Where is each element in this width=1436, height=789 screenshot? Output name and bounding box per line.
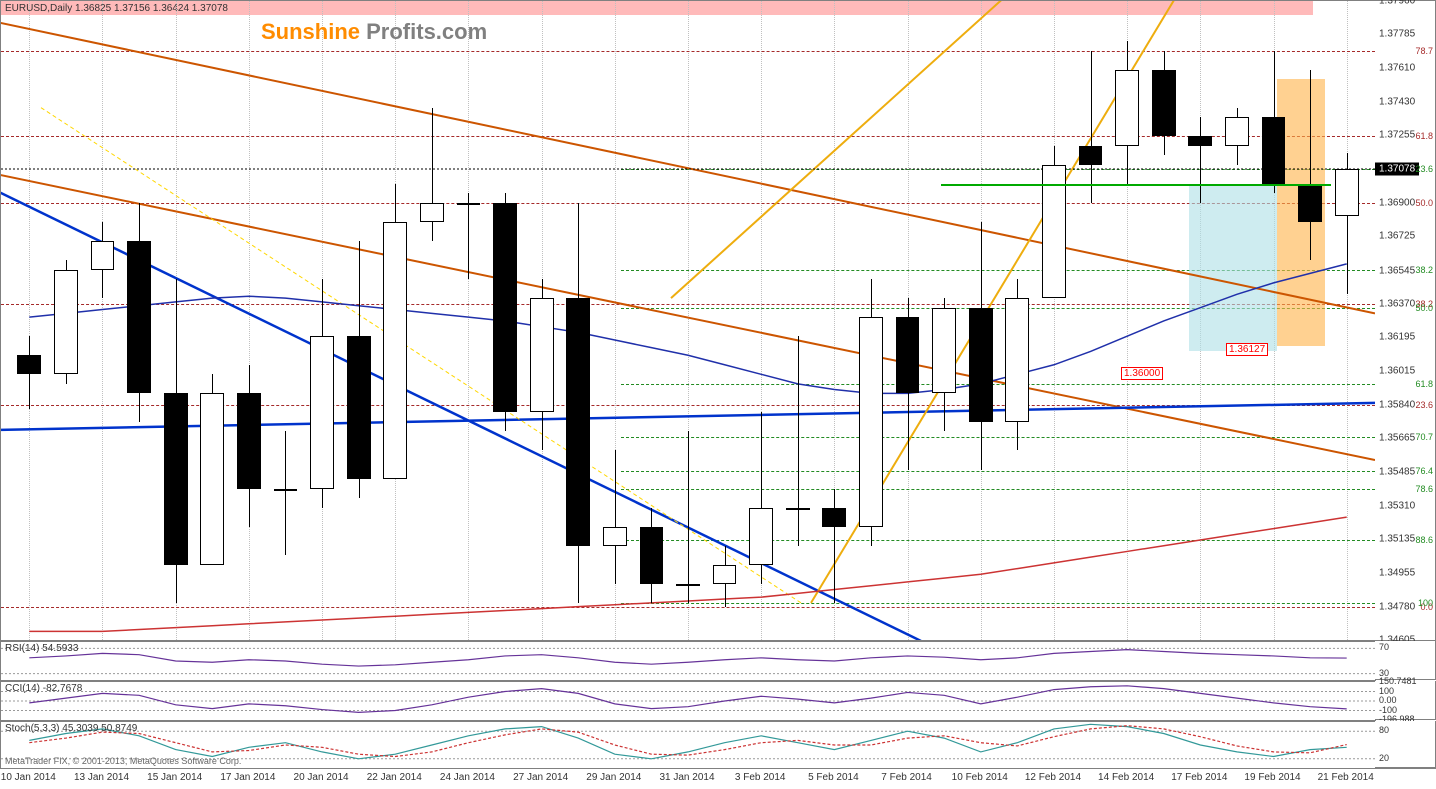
date-x-axis: 10 Jan 201413 Jan 201415 Jan 201417 Jan …	[0, 768, 1436, 789]
rsi-label: RSI(14) 54.5933	[5, 643, 78, 654]
cci-plot	[1, 682, 1375, 720]
chart-title: EURUSD,Daily 1.36825 1.37156 1.36424 1.3…	[5, 3, 228, 14]
chart-root: EURUSD,Daily 1.36825 1.37156 1.36424 1.3…	[0, 0, 1436, 789]
support-line	[941, 184, 1331, 186]
cci-panel[interactable]: CCI(14) -82.7678	[0, 681, 1376, 721]
price-callout: 1.36127	[1226, 343, 1268, 356]
stoch-label: Stoch(5,3,3) 45.3039 50.8749	[5, 723, 137, 734]
cci-y-axis: 100-100150.74810.00-196.988	[1375, 681, 1436, 720]
main-price-chart[interactable]: EURUSD,Daily 1.36825 1.37156 1.36424 1.3…	[0, 0, 1376, 641]
rsi-panel[interactable]: RSI(14) 54.5933	[0, 641, 1376, 681]
rsi-plot	[1, 642, 1375, 680]
stoch-panel[interactable]: Stoch(5,3,3) 45.3039 50.8749 MetaTrader …	[0, 721, 1376, 769]
price-callout: 1.36000	[1121, 367, 1163, 380]
copyright: MetaTrader FIX, © 2001-2013, MetaQuotes …	[5, 756, 241, 766]
cci-label: CCI(14) -82.7678	[5, 683, 82, 694]
rsi-y-axis: 7030	[1375, 641, 1436, 680]
watermark: Sunshine Profits.com	[261, 19, 487, 45]
current-price-flag: 1.37078	[1375, 162, 1419, 175]
stoch-y-axis: 8020	[1375, 721, 1436, 768]
price-y-axis: 1.379601.377851.376101.374301.372551.370…	[1375, 0, 1436, 641]
